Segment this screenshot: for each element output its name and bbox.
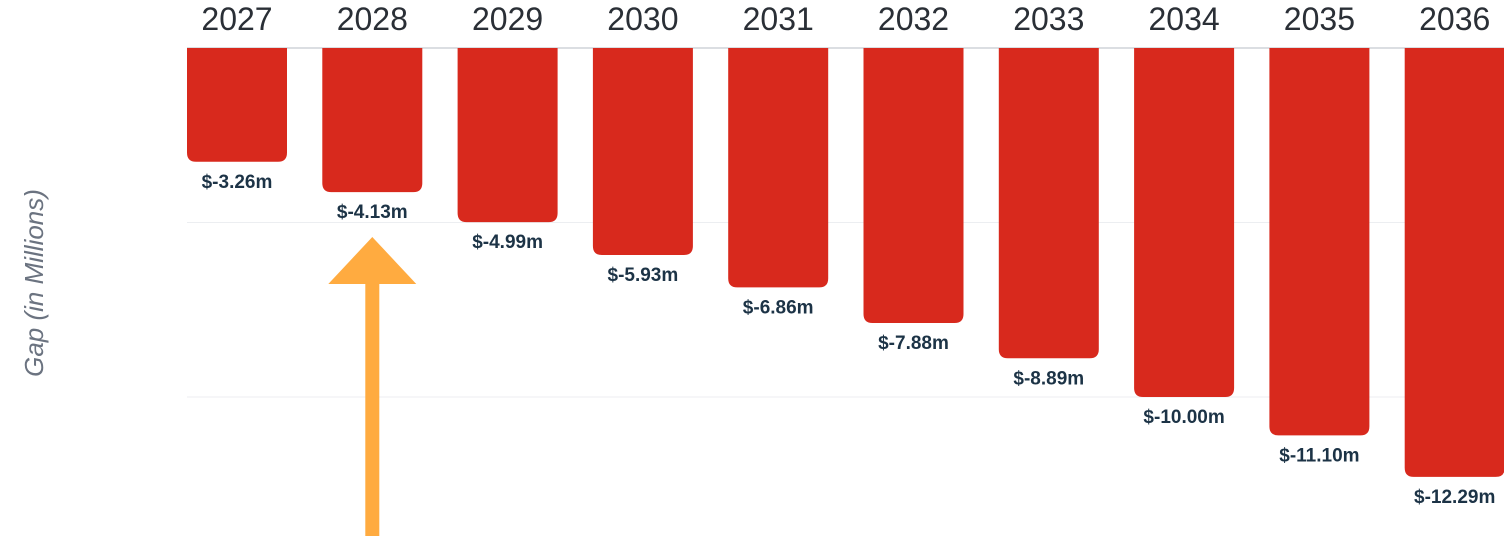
bar-2036 xyxy=(1404,48,1504,477)
value-label-2034: $-10.00m xyxy=(1143,407,1224,428)
value-label-2033: $-8.89m xyxy=(1013,368,1084,389)
value-label-2028: $-4.13m xyxy=(337,202,408,223)
value-label-2030: $-5.93m xyxy=(608,265,679,286)
value-label-2031: $-6.86m xyxy=(743,297,814,318)
year-label-2033: 2033 xyxy=(1013,1,1084,37)
year-labels: 2027 2028 2029 2030 2031 2032 2033 2034 2035 2036 xyxy=(201,1,1490,37)
y-axis-label: Gap (in Millions) xyxy=(19,189,49,377)
value-label-2036: $-12.29m xyxy=(1414,487,1495,508)
bar-2034 xyxy=(1134,48,1235,397)
bar-2027 xyxy=(187,48,287,162)
arrow-shaft xyxy=(365,280,380,536)
year-label-2029: 2029 xyxy=(472,1,543,37)
bar-2029 xyxy=(457,48,558,223)
year-label-2031: 2031 xyxy=(743,1,814,37)
bar-2028 xyxy=(322,48,423,193)
value-label-2032: $-7.88m xyxy=(878,333,949,354)
arrow-head xyxy=(328,237,417,284)
value-label-2029: $-4.99m xyxy=(472,232,543,253)
year-label-2030: 2030 xyxy=(607,1,678,37)
bar-2031 xyxy=(728,48,829,288)
year-label-2034: 2034 xyxy=(1149,1,1220,37)
value-label-2035: $-11.10m xyxy=(1279,445,1359,466)
year-label-2036: 2036 xyxy=(1419,1,1490,37)
year-label-2027: 2027 xyxy=(201,1,272,37)
bar-2030 xyxy=(592,48,693,255)
bar-2035 xyxy=(1269,48,1370,436)
value-labels: $-3.26m $-4.13m $-4.99m $-5.93m $-6.86m $-7.8… xyxy=(202,172,1496,508)
bar-2033 xyxy=(998,48,1099,359)
bar-2032 xyxy=(863,48,964,324)
highlight-arrow xyxy=(328,237,417,536)
year-label-2028: 2028 xyxy=(337,1,408,37)
year-label-2035: 2035 xyxy=(1284,1,1355,37)
bars xyxy=(187,48,1504,477)
year-label-2032: 2032 xyxy=(878,1,949,37)
value-label-2027: $-3.26m xyxy=(202,172,273,193)
